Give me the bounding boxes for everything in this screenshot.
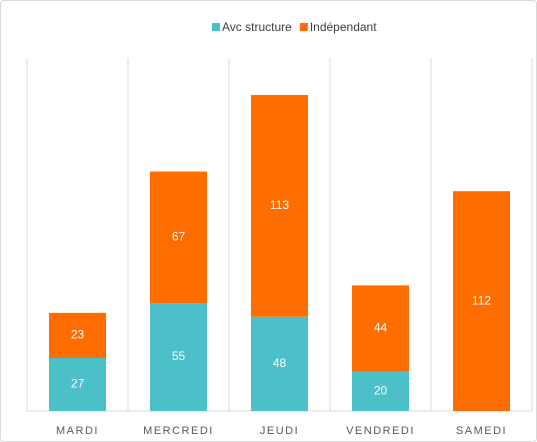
x-tick-label: SAMEDI [456,425,507,437]
legend-swatch [212,23,220,31]
data-label: 44 [374,321,388,335]
data-label: 55 [172,349,186,363]
legend-swatch [299,23,308,31]
legend-label: Indépendant [310,20,377,34]
legend-label: Avc structure [222,20,292,34]
data-label: 23 [71,328,85,342]
data-label: 27 [71,377,85,391]
data-label: 113 [270,198,289,212]
bar-segment [251,95,308,317]
bar-segment [453,191,510,411]
bar-segment [251,316,308,411]
bar-segment [150,303,207,411]
x-tick-label: JEUDI [260,425,299,437]
data-label: 112 [472,293,491,307]
x-tick-label: MERCREDI [143,425,214,437]
bar-segment [352,285,409,372]
x-tick-label: VENDREDI [346,425,415,437]
bar-segment [352,371,409,411]
bar-segment [49,312,106,359]
x-tick-label: MARDI [56,425,99,437]
data-label: 67 [172,229,186,243]
data-label: 20 [374,384,388,398]
bar-segment [49,358,106,411]
bar-segment [150,171,207,304]
data-label: 48 [273,356,287,370]
